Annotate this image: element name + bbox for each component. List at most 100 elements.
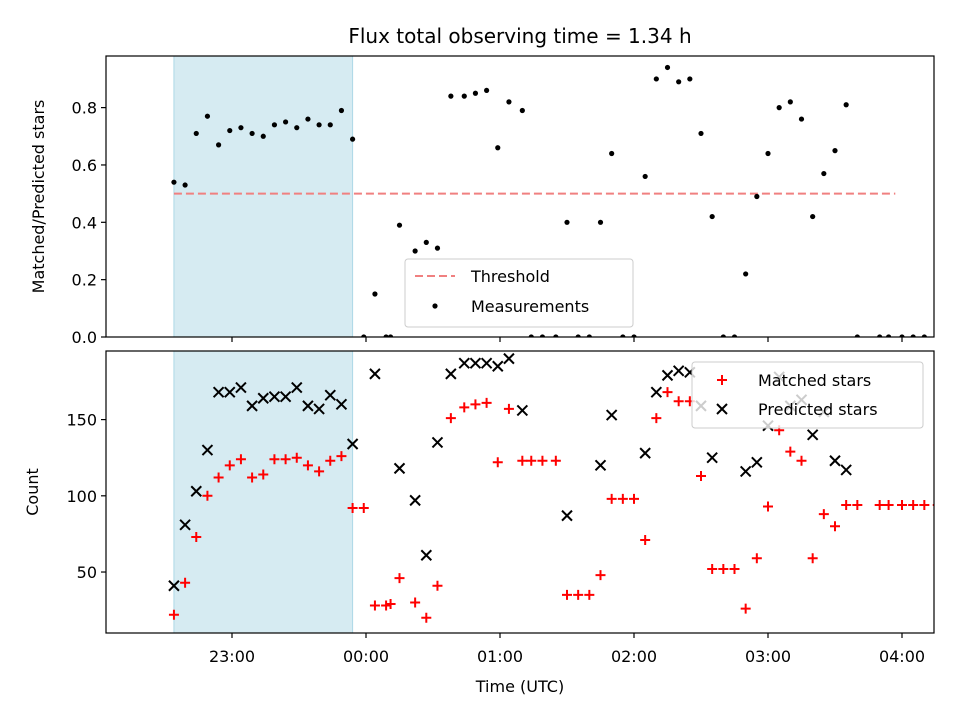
shaded-observing-region (173, 55, 354, 338)
predicted-stars-point (469, 357, 482, 369)
measurement-point (787, 99, 793, 105)
legend-label-predicted: Predicted stars (758, 400, 878, 419)
matched-stars-point (247, 472, 258, 483)
x-tick-label: 00:00 (343, 647, 389, 666)
predicted-stars-point (201, 444, 214, 456)
chart-title: Flux total observing time = 1.34 h (348, 24, 691, 48)
measurement-point (361, 334, 367, 337)
matched-stars-point (526, 455, 537, 466)
y-tick-label: 0.4 (72, 213, 97, 232)
predicted-stars-point (639, 447, 651, 459)
matched-stars-point (336, 451, 347, 462)
axes-frame (105, 350, 935, 634)
predicted-stars-point (409, 494, 421, 507)
matched-stars-point (785, 446, 796, 457)
predicted-stars-point (480, 357, 493, 369)
measurement-point (832, 148, 838, 154)
measurement-point (586, 334, 592, 337)
matched-stars-point (235, 454, 246, 465)
measurement-point (653, 76, 659, 82)
predicted-stars-point (840, 464, 852, 476)
predicted-stars-point (369, 368, 381, 380)
measurement-point (434, 245, 441, 251)
matched-stars-point (550, 455, 561, 466)
measurement-point (271, 122, 278, 128)
measurement-point (620, 334, 626, 337)
predicted-stars-point (179, 519, 191, 531)
measurement-point (539, 334, 546, 337)
y-axis-label: Count (23, 468, 42, 516)
panel-ratio: 0.0 0.2 0.4 0.6 0.8 Matched/Predicted stars Th… (29, 55, 940, 347)
predicted-stars-point (335, 398, 348, 411)
measurement-point (423, 239, 429, 245)
matched-stars-point (481, 397, 492, 408)
measurement-point (687, 76, 693, 82)
predicted-stars-point (829, 455, 841, 467)
measurement-point (472, 90, 479, 96)
measurement-point (305, 116, 311, 122)
matched-stars-point (897, 499, 907, 510)
matched-stars-point (258, 469, 269, 480)
predicted-stars-point (268, 391, 281, 403)
measurement-point (776, 105, 782, 111)
predicted-stars-point (324, 389, 336, 401)
y-tick-label: 0.6 (72, 156, 97, 175)
matched-stars-point (919, 499, 930, 510)
measurement-point (935, 334, 940, 339)
measurement-point (238, 125, 244, 131)
measurement-point (910, 334, 916, 337)
measurement-point (227, 127, 233, 134)
predicted-stars-point (313, 403, 325, 415)
matched-stars-point (459, 402, 470, 413)
measurement-point (249, 130, 255, 137)
matched-stars-point (537, 455, 548, 466)
measurement-point (484, 87, 490, 94)
measurement-point (821, 170, 827, 177)
predicted-stars-point (492, 360, 504, 372)
measurement-point (553, 334, 559, 337)
measurement-point (899, 334, 905, 337)
predicted-stars-point (224, 386, 236, 398)
measurement-point (216, 142, 222, 148)
measurement-point (506, 99, 512, 105)
measurement-point (731, 334, 738, 337)
matched-stars-point (410, 597, 421, 608)
y-tick-label: 0.0 (72, 328, 97, 347)
matched-stars-point (369, 600, 380, 611)
x-tick-label: 03:00 (745, 647, 791, 666)
matched-stars-point (445, 413, 456, 424)
matched-stars-point (269, 454, 280, 465)
predicted-stars-point (661, 369, 674, 382)
matched-stars-point (421, 612, 432, 623)
measurement-point (564, 219, 570, 225)
y-tick-label: 50 (77, 563, 97, 582)
predicted-stars-point (561, 509, 573, 522)
predicted-stars-point (168, 580, 180, 592)
legend-measurements-swatch (432, 303, 438, 309)
matched-stars-point (740, 603, 751, 614)
matched-stars-point (830, 521, 840, 532)
matched-stars-point (718, 563, 729, 574)
y-tick-label: 100 (66, 487, 97, 506)
measurement-point (664, 64, 671, 71)
predicted-stars-point (190, 485, 202, 497)
measurement-point (316, 122, 322, 128)
matched-stars-point (385, 599, 396, 610)
matched-stars-point (573, 589, 584, 600)
matched-stars-point (191, 531, 202, 542)
matched-stars-point (883, 499, 894, 510)
y-tick-label: 0.8 (72, 99, 97, 118)
legend-predicted-swatch (716, 403, 728, 415)
matched-stars-point (595, 570, 606, 581)
x-axis-label: Time (UTC) (475, 677, 564, 696)
predicted-stars-point (458, 357, 470, 369)
predicted-stars-point (594, 459, 607, 472)
measurement-point (171, 179, 177, 185)
matched-stars-point (874, 499, 885, 510)
legend-label-threshold: Threshold (470, 267, 550, 286)
x-tick-label: 23:00 (209, 647, 255, 666)
legend-box (691, 361, 924, 429)
measurement-point (798, 116, 805, 122)
matched-stars-point (562, 589, 572, 600)
